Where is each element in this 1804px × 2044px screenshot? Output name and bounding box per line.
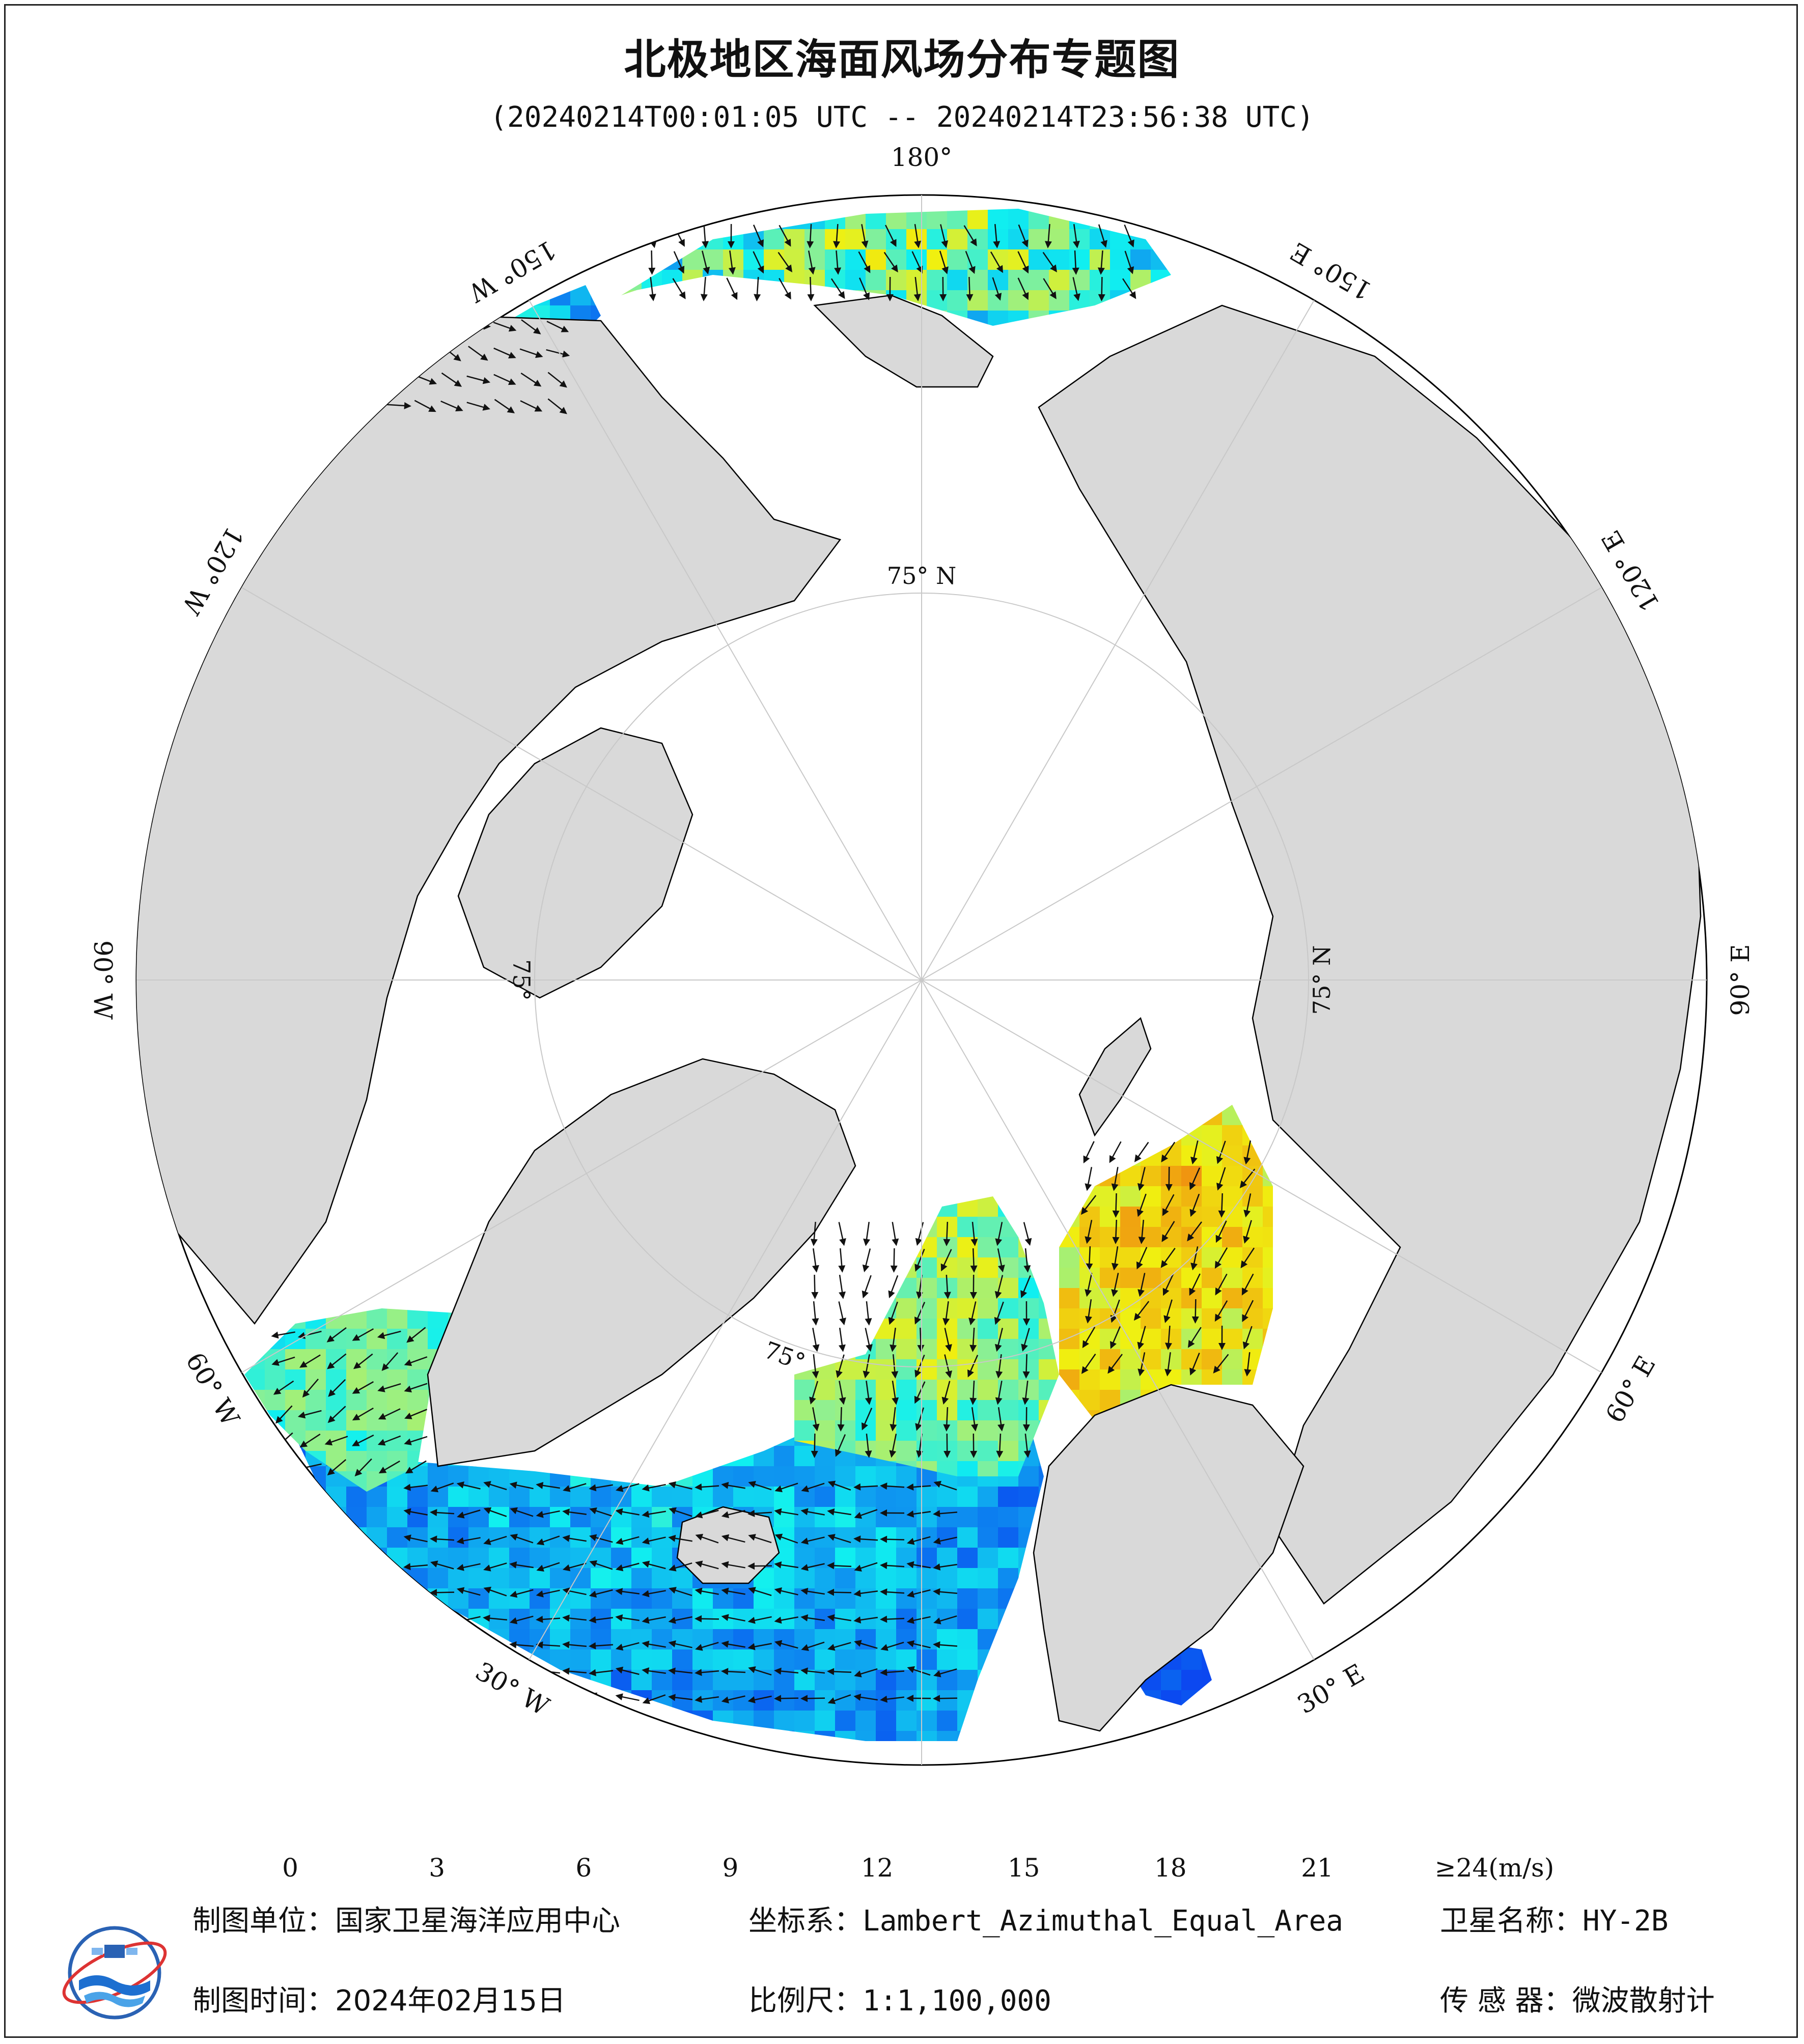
figure-frame xyxy=(4,4,1798,2038)
footer-sensor: 传 感 器：微波散射计 xyxy=(1440,1984,1715,2018)
meridian-line xyxy=(921,300,1315,981)
footer-date: 制图时间：2024年02月15日 xyxy=(192,1984,566,2018)
lon-label: 180° xyxy=(891,143,952,172)
meridian-line xyxy=(921,979,1602,1373)
land-arctic-archipelago xyxy=(457,727,693,999)
map-time-range: (20240214T00:01:05 UTC -- 20240214T23:56… xyxy=(490,101,1314,134)
nsoas-logo-icon xyxy=(62,1926,167,2020)
map-title: 北极地区海面风场分布专题图 xyxy=(624,36,1180,84)
lat-label: 75° N xyxy=(1308,945,1336,1015)
colorbar-tick-label: ≥24(m/s) xyxy=(1434,1853,1555,1883)
graticule xyxy=(136,195,1707,1765)
meridian-line xyxy=(241,587,922,981)
meridian-line xyxy=(529,300,922,981)
colorbar-tick-label: 3 xyxy=(429,1853,446,1883)
lat-label: 75° xyxy=(508,959,535,1001)
colorbar-tick-label: 6 xyxy=(575,1853,592,1883)
arrows-barents-sea xyxy=(1080,1140,1256,1377)
land-novaya-zemlya xyxy=(1078,1017,1152,1137)
arrows-bering-sea xyxy=(648,223,1136,301)
lon-label: 30° E xyxy=(1292,1658,1369,1720)
colorbar-tick-label: 18 xyxy=(1154,1853,1187,1883)
meridian-line xyxy=(529,979,922,1660)
arrows-greenland-sea xyxy=(809,1221,1032,1458)
footer-crs: 坐标系：Lambert_Azimuthal_Equal_Area xyxy=(748,1905,1344,1938)
meridian-line xyxy=(921,979,1315,1660)
land-layer xyxy=(136,294,1702,1732)
meridian-line xyxy=(921,587,1602,981)
colorbar-tick-label: 9 xyxy=(722,1853,739,1883)
lat-label: 75° N xyxy=(887,562,956,590)
lon-label: 90° E xyxy=(1726,944,1755,1016)
land-greenland xyxy=(427,1058,856,1467)
land-scandinavia xyxy=(1033,1384,1305,1732)
colorbar-tick-label: 12 xyxy=(861,1853,894,1883)
land-chukotka xyxy=(813,294,994,388)
arrows-north-atlantic xyxy=(403,1480,958,1704)
meridian-line xyxy=(241,979,922,1373)
footer-org: 制图单位：国家卫星海洋应用中心 xyxy=(192,1905,620,1938)
footer-scale: 比例尺：1:1,100,000 xyxy=(748,1984,1051,2018)
colorbar-tick-label: 21 xyxy=(1301,1853,1334,1883)
colorbar-tick-label: 15 xyxy=(1007,1853,1040,1883)
lon-label: 60° E xyxy=(1600,1351,1661,1427)
wind-arrows xyxy=(271,223,1256,1704)
footer-satellite: 卫星名称：HY-2B xyxy=(1440,1905,1669,1938)
lon-label: 90° W xyxy=(88,940,118,1020)
colorbar-tick-label: 0 xyxy=(282,1853,298,1883)
